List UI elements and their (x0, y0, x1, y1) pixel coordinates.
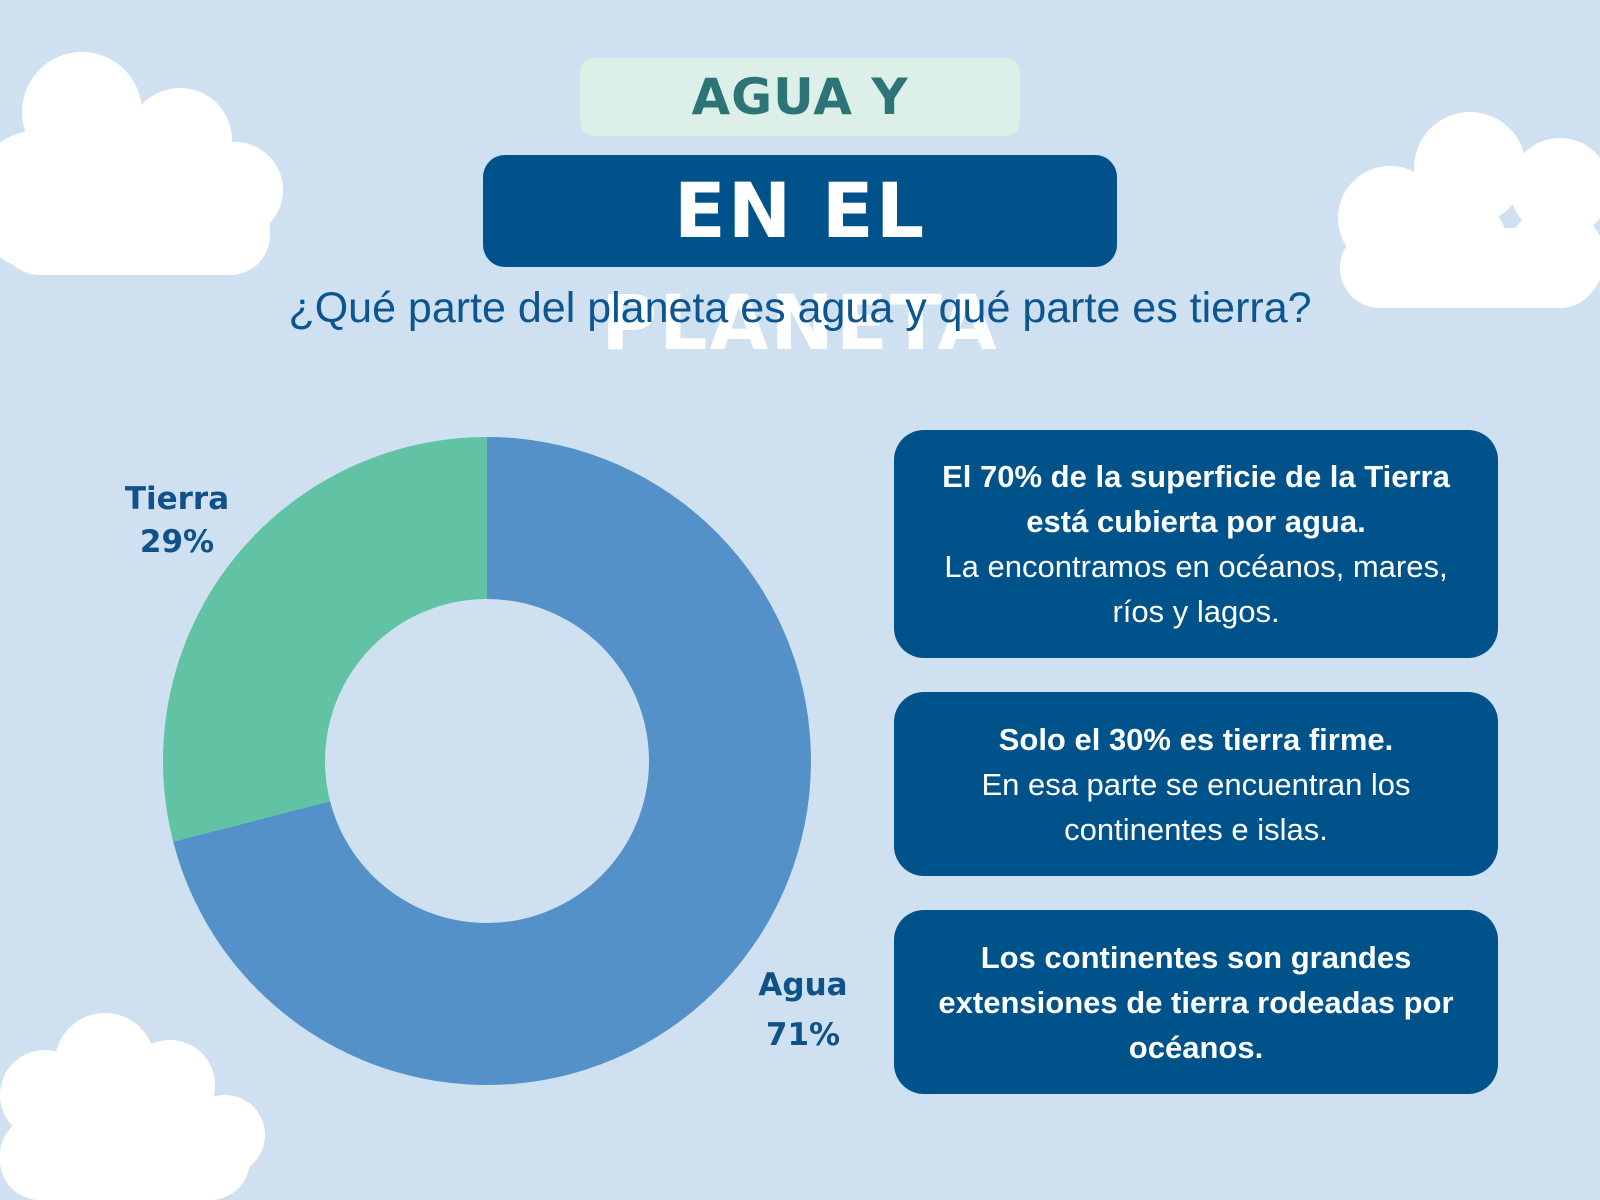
cloud-top-right (1338, 112, 1600, 308)
info-card-continents-bold: Los continentes son grandes extensiones … (938, 939, 1454, 1065)
cloud-bottom-left (0, 1013, 265, 1200)
donut-slice-agua (173, 437, 811, 1085)
info-card-land-bold: Solo el 30% es tierra firme. (998, 721, 1394, 757)
slice-label-tierra-value: 29% (139, 524, 215, 560)
slice-label-agua-value: 71% (765, 1017, 841, 1053)
page-title: EN EL PLANETA (483, 155, 1117, 367)
info-card-land: Solo el 30% es tierra firme. En esa part… (894, 692, 1498, 876)
info-card-water: El 70% de la superficie de la Tierra est… (894, 430, 1498, 658)
info-card-land-text: En esa parte se encuentran los continent… (981, 766, 1411, 847)
info-card-water-text: La encontramos en océanos, mares, ríos y… (944, 549, 1448, 629)
page-subtitle: ¿Qué parte del planeta es agua y qué par… (288, 284, 1312, 332)
info-card-water-bold: El 70% de la superficie de la Tierra est… (942, 459, 1450, 539)
slice-label-agua: Agua 71% (738, 960, 868, 1060)
slice-label-tierra-name: Tierra (124, 481, 230, 517)
cloud-top-left (0, 52, 283, 275)
donut-slice-tierra (163, 437, 488, 842)
slice-label-agua-name: Agua (758, 967, 848, 1003)
info-card-continents: Los continentes son grandes extensiones … (894, 910, 1498, 1094)
slice-label-tierra: Tierra 29% (112, 478, 242, 564)
